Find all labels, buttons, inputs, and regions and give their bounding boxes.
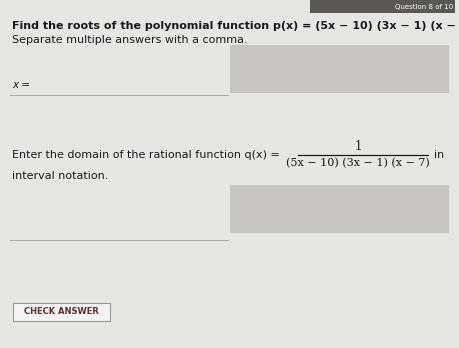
FancyBboxPatch shape [310, 0, 455, 13]
FancyBboxPatch shape [230, 185, 449, 233]
Text: Find the roots of the polynomial function p(x) = (5x − 10) (3x − 1) (x − 7).: Find the roots of the polynomial functio… [12, 21, 459, 31]
Text: in: in [434, 150, 444, 160]
Text: (5x − 10) (3x − 1) (x − 7): (5x − 10) (3x − 1) (x − 7) [286, 158, 430, 168]
Text: Enter the domain of the rational function q(x) =: Enter the domain of the rational functio… [12, 150, 280, 160]
Text: Separate multiple answers with a comma.: Separate multiple answers with a comma. [12, 35, 247, 45]
Text: interval notation.: interval notation. [12, 171, 108, 181]
Text: 1: 1 [354, 141, 362, 153]
Text: Question 8 of 10: Question 8 of 10 [395, 3, 453, 9]
Text: x =: x = [12, 80, 30, 90]
FancyBboxPatch shape [13, 303, 110, 321]
Text: CHECK ANSWER: CHECK ANSWER [23, 308, 98, 316]
FancyBboxPatch shape [230, 45, 449, 93]
